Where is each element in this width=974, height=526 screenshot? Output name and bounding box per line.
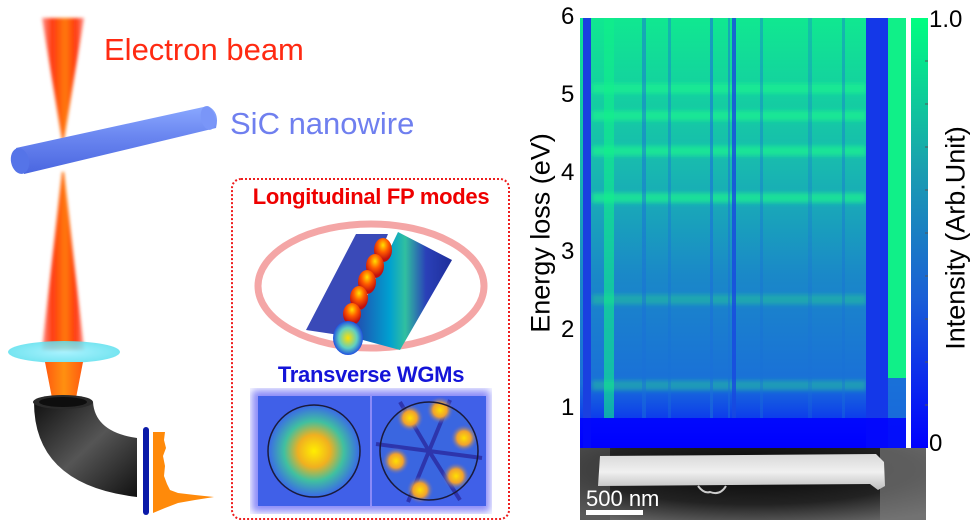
y-tick-label: 1 (561, 393, 575, 421)
sem-nanowire (598, 454, 885, 490)
wgm-six-lobe-mode (372, 396, 486, 506)
wgm-figures (252, 390, 490, 512)
spectrometer-tube-icon (33, 395, 137, 497)
modes-panel (231, 178, 510, 520)
position-streak (668, 18, 671, 418)
y-tick-label: 4 (561, 159, 575, 187)
aperture-disk-icon (8, 341, 120, 363)
position-streak (710, 18, 713, 418)
colorbar (911, 18, 928, 448)
wgm-fundamental-mode (258, 396, 370, 506)
detector-plate-icon (143, 427, 149, 515)
colorbar-label: Intensity (Arb.Unit) (940, 126, 971, 350)
position-streak (642, 18, 646, 418)
position-streak (604, 18, 614, 418)
y-tick-label: 5 (561, 81, 575, 109)
heatmap-bottom-band (580, 418, 906, 448)
position-streak (728, 18, 730, 418)
position-streak (808, 18, 812, 418)
longitudinal-modes-title: Longitudinal FP modes (252, 184, 490, 209)
nanowire-cylinder-icon (10, 106, 217, 174)
eels-schematic (8, 18, 217, 515)
heatmap-right-edge-dark (866, 18, 888, 448)
eels-heatmap (580, 18, 906, 448)
transverse-modes-title: Transverse WGMs (277, 362, 465, 387)
position-streak (760, 18, 763, 418)
electron-beam-label: Electron beam (104, 32, 304, 67)
y-axis-label: Energy loss (eV) (525, 133, 556, 333)
fp-mode-lobes (343, 238, 392, 325)
position-streak (732, 18, 736, 418)
y-tick-label: 2 (561, 315, 575, 343)
scalebar-label: 500 nm (586, 486, 660, 511)
heatmap-left-edge (583, 18, 591, 448)
y-tick-label: 3 (561, 237, 575, 265)
colorbar-max-tick: 1.0 (929, 6, 963, 33)
electron-beam-upper-cone (42, 18, 84, 140)
nanowire-label: SiC nanowire (230, 106, 415, 141)
y-tick-label: 6 (561, 3, 575, 30)
sem-image (580, 448, 926, 520)
position-streak (842, 18, 845, 418)
eels-spectrum-icon (153, 432, 214, 513)
colorbar-min-tick: 0 (929, 430, 943, 457)
fp-mode-figure (254, 220, 488, 355)
scalebar (586, 510, 643, 515)
electron-beam-lower-cone (42, 172, 84, 350)
heatmap-right-edge-bright (888, 18, 906, 378)
